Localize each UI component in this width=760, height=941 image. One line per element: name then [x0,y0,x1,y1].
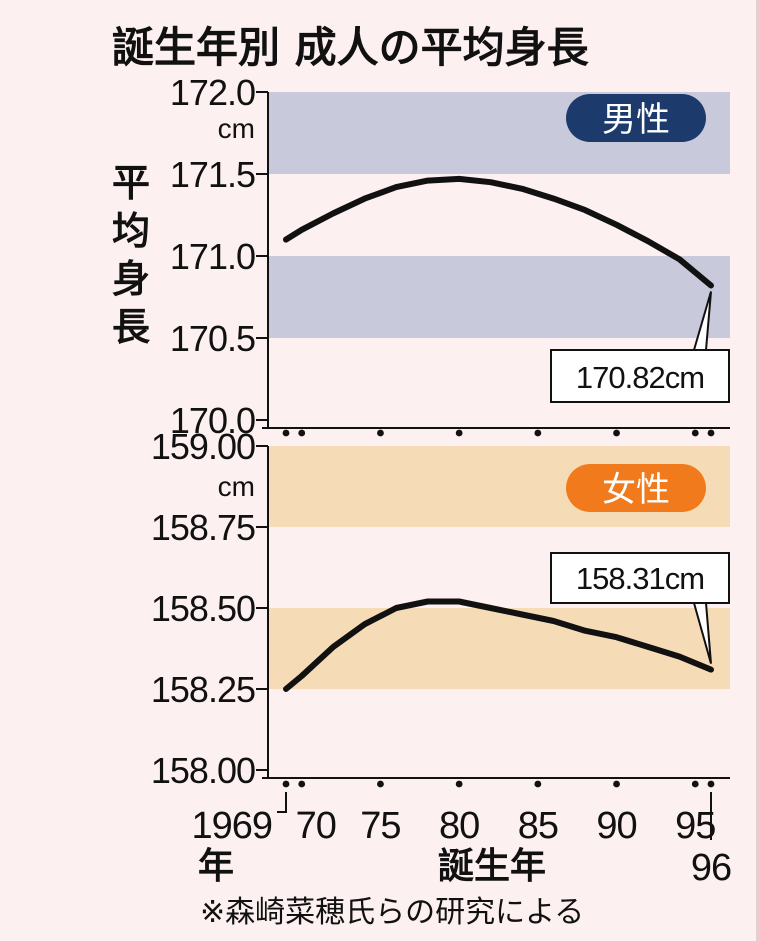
year-dot [613,780,620,788]
x-tick-label: 75 [360,805,400,847]
x-axis-title: 誕生年 [438,846,546,887]
year-dot [377,780,384,788]
male-panel: 172.0 171.5 171.0 170.5 170.0 cm 男性 170.82cm [170,72,730,441]
year-dot [282,429,290,437]
y-tick-label: 158.25 [151,669,255,710]
callout-pointer [693,602,712,664]
callout-box [550,349,730,403]
x-tick-label-first: 1969 [191,805,272,847]
y-axis-title-char: 平 [112,161,150,205]
y-tick-label: 158.75 [151,507,255,548]
grid-band [268,256,730,338]
badge-label: 女性 [602,470,670,510]
year-dot [282,780,290,788]
y-tick-label: 170.5 [170,318,255,359]
y-tick-label: 158.00 [151,750,255,791]
x-tick-label: 85 [518,805,558,847]
year-dot [455,780,463,788]
series-line [283,175,714,289]
y-unit-label: cm [218,113,255,144]
x-tick-label: 70 [296,805,336,847]
y-axis-title-char: 長 [112,305,151,349]
y-unit-label: cm [218,471,255,502]
y-axis-title: 平均身長 [112,161,151,349]
callout-pointer [693,291,712,351]
year-dot [455,429,463,437]
badge-label: 男性 [602,100,670,140]
callout-label: 170.82cm [576,360,704,395]
footnote: ※森崎菜穂氏らの研究による [200,895,584,930]
year-dot [691,780,699,788]
x-label-connector [277,792,287,813]
year-dot [534,780,542,788]
y-axis-title-char: 均 [112,209,150,253]
y-tick-label: 172.0 [170,72,255,113]
year-dot [534,429,542,437]
callout-box [550,552,730,604]
y-tick-label: 171.0 [170,236,255,277]
year-dot [377,429,384,437]
year-dot [298,780,306,788]
year-dot [691,429,699,437]
year-dot [707,429,715,437]
x-tick-label: 80 [439,805,479,847]
badge [566,464,706,512]
year-dot [613,429,620,437]
y-tick-label: 159.00 [151,426,255,467]
y-axis-title-char: 身 [112,257,150,301]
y-tick-label: 170.0 [170,400,255,441]
callout-label: 158.31cm [576,561,704,596]
badge [566,94,706,142]
x-tick-label: 90 [596,805,636,847]
chart-title: 誕生年別 成人の平均身長 [112,23,590,72]
year-dot [707,780,715,788]
series-line [283,598,714,692]
female-panel: 159.00 158.75 158.50 158.25 158.00 cm 女性 158.31… [151,426,730,791]
x-tick-label: 95 [675,805,715,847]
y-tick-label: 171.5 [170,154,255,195]
x-tick-label-first-suffix: 年 [198,846,234,887]
y-tick-label: 158.50 [151,588,255,629]
year-dot [298,429,306,437]
x-tick-label-last: 96 [691,847,731,889]
